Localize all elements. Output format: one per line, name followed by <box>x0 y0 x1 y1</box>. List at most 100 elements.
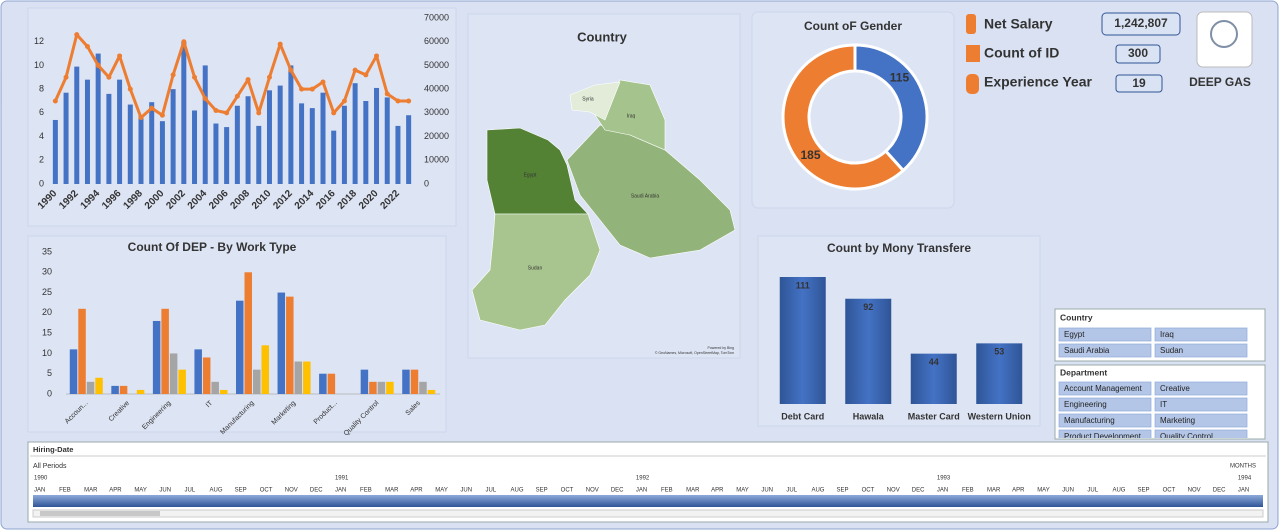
slicer-item-label: Manufacturing <box>1064 416 1115 425</box>
timeline-month: OCT <box>862 488 875 494</box>
kpi-box <box>1101 12 1181 36</box>
slicer-item[interactable] <box>1058 429 1152 443</box>
region[interactable] <box>471 213 601 331</box>
department-slicer: Department Account Management Creative E… <box>1054 364 1266 443</box>
bar <box>352 83 358 184</box>
slicer-item[interactable] <box>1154 429 1248 443</box>
timeline-month: JUL <box>786 488 797 494</box>
kpi-label: Count of ID <box>984 45 1059 61</box>
slicer-item[interactable] <box>1058 397 1152 412</box>
timeline-month: SEP <box>235 488 247 494</box>
bar <box>161 308 169 394</box>
region-label: Saudi Arabia <box>631 193 660 199</box>
bar <box>152 320 161 394</box>
timeline-month: DEC <box>912 488 925 494</box>
marker <box>299 86 305 92</box>
scroll-thumb[interactable] <box>40 511 160 516</box>
slicer-item[interactable] <box>1058 413 1152 428</box>
kpis: Net Salary Count of ID Experience Year 1… <box>966 11 1253 94</box>
y-tick-label: 10000 <box>424 155 449 165</box>
kpi-box <box>1115 44 1161 64</box>
slicer-item-label: Creative <box>1160 384 1190 393</box>
timeline-month: JUL <box>184 488 195 494</box>
scrollbar[interactable] <box>32 509 1264 518</box>
timeline-month: MAY <box>736 488 749 494</box>
slice <box>781 43 906 191</box>
map: Country Egypt Sudan Saudi Arabia Iraq Sy… <box>471 29 736 355</box>
timeline-month: SEP <box>1138 488 1150 494</box>
data-label: 44 <box>929 357 939 367</box>
icon <box>966 14 976 34</box>
slicer-item[interactable] <box>1058 343 1152 358</box>
marker <box>395 98 401 104</box>
bar <box>377 381 386 394</box>
slicer-item[interactable] <box>1154 397 1248 412</box>
marker <box>352 67 358 73</box>
timeline-month: MAR <box>84 488 98 494</box>
y-tick-label: 25 <box>42 287 52 297</box>
bar <box>86 381 95 394</box>
slicer-item-label: Quality Control <box>1160 432 1213 441</box>
data-label: 115 <box>890 70 910 84</box>
timeline-period[interactable]: All Periods <box>33 463 67 470</box>
bar <box>69 349 78 394</box>
bar <box>234 105 240 184</box>
bar <box>106 93 112 184</box>
slice <box>853 43 929 173</box>
timeline-month: JUN <box>1062 488 1074 494</box>
region[interactable] <box>486 127 589 215</box>
y-tick-label: 50000 <box>424 60 449 70</box>
timeline: Hiring-Date All Periods MONTHS <box>27 441 1269 523</box>
timeline-month: JUL <box>485 488 496 494</box>
bar <box>309 108 315 184</box>
kpi-value: 1,242,807 <box>1114 16 1168 30</box>
timeline-month: APR <box>410 488 423 494</box>
bar <box>319 373 327 394</box>
icon <box>966 45 980 62</box>
timeline-month: JAN <box>34 488 45 494</box>
timeline-month: AUG <box>1112 488 1125 494</box>
bar <box>845 298 892 404</box>
bar <box>360 369 369 394</box>
timeline-bar[interactable] <box>33 495 1263 507</box>
bar <box>181 41 187 184</box>
timeline-month: MAR <box>385 488 399 494</box>
timeline-year: 1994 <box>1238 476 1252 482</box>
slicer-item[interactable] <box>1058 327 1152 342</box>
bar <box>84 79 90 184</box>
data-label: 53 <box>994 347 1004 357</box>
timeline-month: FEB <box>59 488 71 494</box>
slicer-item[interactable] <box>1154 327 1248 342</box>
marker <box>95 62 101 68</box>
bar <box>253 369 261 394</box>
bar <box>277 292 286 394</box>
marker <box>309 86 315 92</box>
timeline-month: AUG <box>511 488 524 494</box>
map-credit: © GeoNames, Microsoft, OpenStreetMap, To… <box>655 351 734 355</box>
region-label: Egypt <box>524 172 537 178</box>
chart-title: Count Of DEP - By Work Type <box>128 240 297 254</box>
marker <box>181 39 187 45</box>
y-tick-label: 10 <box>42 348 52 358</box>
bar <box>78 308 86 394</box>
marker <box>245 77 251 83</box>
timeline-month: AUG <box>210 488 223 494</box>
timeline-month: NOV <box>1188 488 1201 494</box>
slicer-item[interactable] <box>1154 381 1248 396</box>
slicer-item[interactable] <box>1058 381 1152 396</box>
bar <box>294 361 303 394</box>
slicer-item[interactable] <box>1154 413 1248 428</box>
region-label: Sudan <box>528 265 543 271</box>
region-label: Iraq <box>627 113 636 119</box>
bar <box>236 300 244 394</box>
bar <box>303 361 311 394</box>
timeline-month: OCT <box>1163 488 1176 494</box>
y-tick-label: 2 <box>39 155 44 165</box>
timeline-level[interactable]: MONTHS <box>1230 464 1256 470</box>
region[interactable] <box>569 81 621 121</box>
slicer-item[interactable] <box>1154 343 1248 358</box>
marker <box>138 115 144 121</box>
marker <box>266 74 272 80</box>
timeline-month: DEC <box>310 488 323 494</box>
bar <box>170 89 176 184</box>
